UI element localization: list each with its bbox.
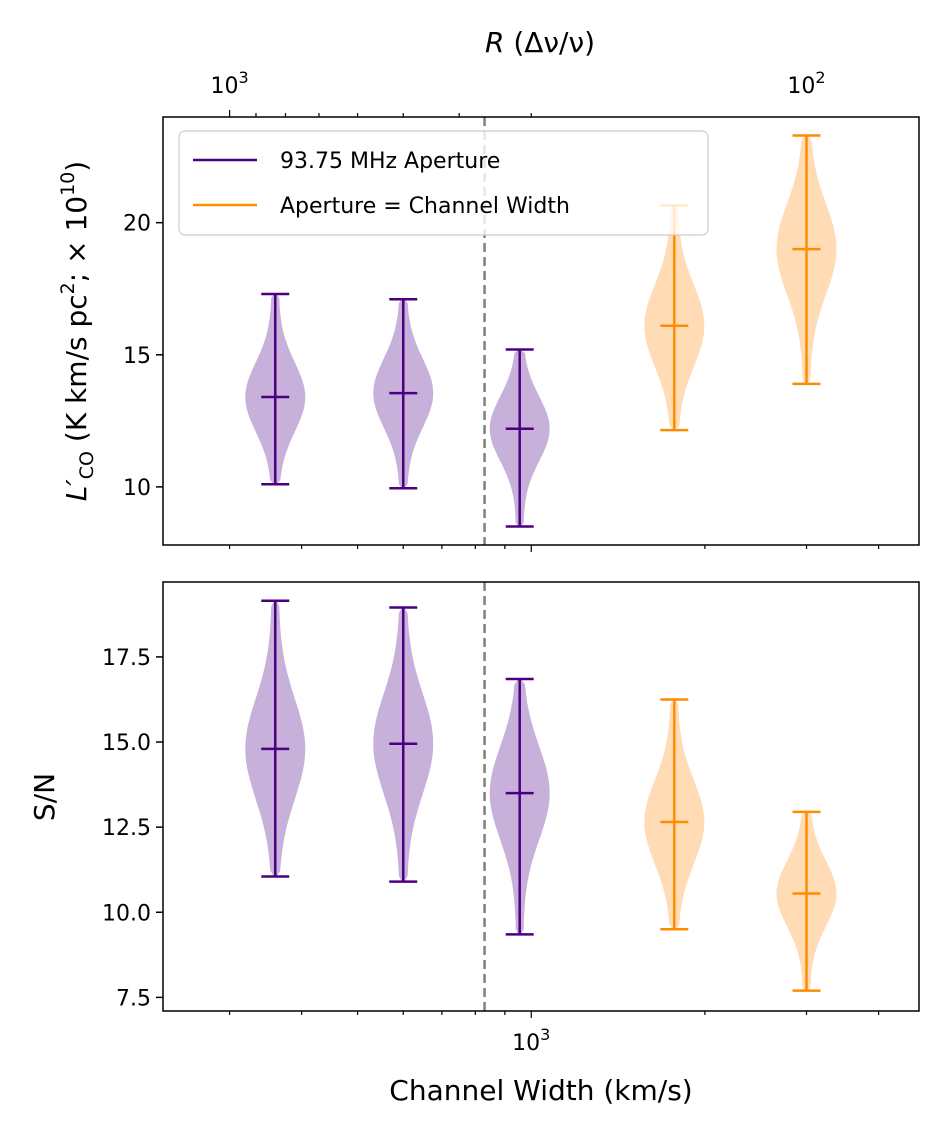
- bottom-panel: 7.5 10.0 12.5 15.0 17.5 103 S/N Channel Widt…: [28, 581, 920, 1107]
- tick-base: 10: [512, 1031, 540, 1056]
- tick-exponent: 3: [238, 68, 248, 87]
- bottom-ytick-label-1: 10.0: [102, 901, 151, 926]
- bottom-ytick-label-2: 12.5: [102, 816, 151, 841]
- top-axis-title-rest: (Δν/ν): [504, 26, 595, 59]
- top-axis-title: R (Δν/ν): [485, 26, 595, 59]
- top-secondary-tick-label-0: 103: [210, 68, 248, 99]
- bottom-ytick-label-0: 7.5: [116, 986, 151, 1011]
- legend: 93.75 MHz Aperture Aperture = Channel Wi…: [178, 130, 709, 236]
- tick-exponent: 2: [815, 68, 825, 87]
- top-plot-frame: [162, 116, 920, 546]
- bottom-y-axis-title: S/N: [28, 773, 61, 821]
- top-y-axis-title: L′CO (K km/s pc2; × 1010): [57, 161, 98, 501]
- ylabel-rest: (K km/s pc: [60, 294, 93, 451]
- legend-label-orange: Aperture = Channel Width: [280, 194, 570, 219]
- tick-exponent: 3: [540, 1025, 550, 1044]
- ylabel-sup2: 10: [57, 172, 79, 196]
- ylabel-sup: 2: [57, 282, 79, 294]
- bottom-ytick-label-3: 15.0: [102, 731, 151, 756]
- bottom-xtick-label-0: 103: [512, 1025, 550, 1056]
- bottom-violins: [245, 582, 837, 1011]
- top-x-ticks: 103 102: [210, 68, 880, 552]
- top-y-ticks: 10 15 20: [123, 212, 163, 501]
- top-ytick-label-0: 10: [123, 476, 151, 501]
- ylabel-rest2: ; × 10: [60, 196, 93, 282]
- top-ytick-label-2: 20: [123, 212, 151, 237]
- top-axis-title-r: R: [485, 26, 504, 59]
- tick-base: 10: [787, 74, 815, 99]
- ylabel-sub: CO: [76, 451, 98, 479]
- top-secondary-tick-label-1: 102: [787, 68, 825, 99]
- top-violins: [245, 117, 837, 545]
- bottom-y-ticks: 7.5 10.0 12.5 15.0 17.5: [102, 646, 163, 1011]
- bottom-x-axis-title: Channel Width (km/s): [389, 1074, 692, 1107]
- ylabel-close: ): [60, 161, 93, 172]
- legend-box: [178, 130, 709, 236]
- legend-label-purple: 93.75 MHz Aperture: [280, 149, 500, 174]
- bottom-plot-frame: [162, 581, 920, 1012]
- ylabel-main: L′: [60, 479, 93, 502]
- tick-base: 10: [210, 74, 238, 99]
- top-ytick-label-1: 15: [123, 344, 151, 369]
- bottom-ytick-label-4: 17.5: [102, 646, 151, 671]
